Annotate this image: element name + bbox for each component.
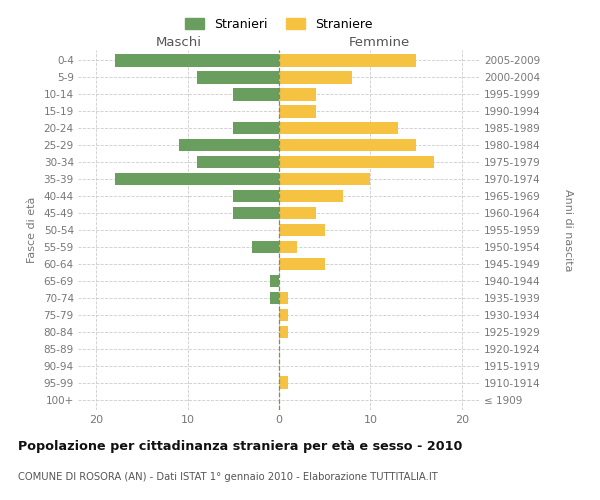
Bar (279, 122, 398, 134)
Legend: Stranieri, Straniere: Stranieri, Straniere (181, 13, 377, 36)
Bar (279, 156, 434, 168)
Bar (279, 224, 325, 236)
Bar (279, 240, 297, 254)
Bar (115, 54, 279, 66)
Text: Popolazione per cittadinanza straniera per età e sesso - 2010: Popolazione per cittadinanza straniera p… (18, 440, 463, 453)
Bar (279, 292, 288, 304)
Bar (279, 258, 325, 270)
Bar (279, 138, 416, 151)
Bar (115, 172, 279, 186)
Bar (279, 88, 316, 101)
Text: Maschi: Maschi (155, 36, 202, 49)
Bar (233, 190, 279, 202)
Bar (279, 376, 288, 389)
Bar (197, 156, 279, 168)
Bar (233, 88, 279, 101)
Y-axis label: Fasce di età: Fasce di età (26, 197, 37, 263)
Bar (279, 105, 316, 118)
Bar (197, 71, 279, 84)
Text: Femmine: Femmine (349, 36, 410, 49)
Bar (270, 292, 279, 304)
Bar (279, 190, 343, 202)
Bar (279, 54, 416, 66)
Bar (179, 138, 279, 151)
Bar (251, 240, 279, 254)
Bar (279, 206, 316, 220)
Bar (233, 206, 279, 220)
Bar (233, 122, 279, 134)
Bar (279, 326, 288, 338)
Y-axis label: Anni di nascita: Anni di nascita (563, 188, 573, 271)
Bar (279, 71, 352, 84)
Bar (279, 172, 370, 186)
Text: COMUNE DI ROSORA (AN) - Dati ISTAT 1° gennaio 2010 - Elaborazione TUTTITALIA.IT: COMUNE DI ROSORA (AN) - Dati ISTAT 1° ge… (18, 472, 438, 482)
Bar (270, 274, 279, 287)
Bar (279, 308, 288, 322)
